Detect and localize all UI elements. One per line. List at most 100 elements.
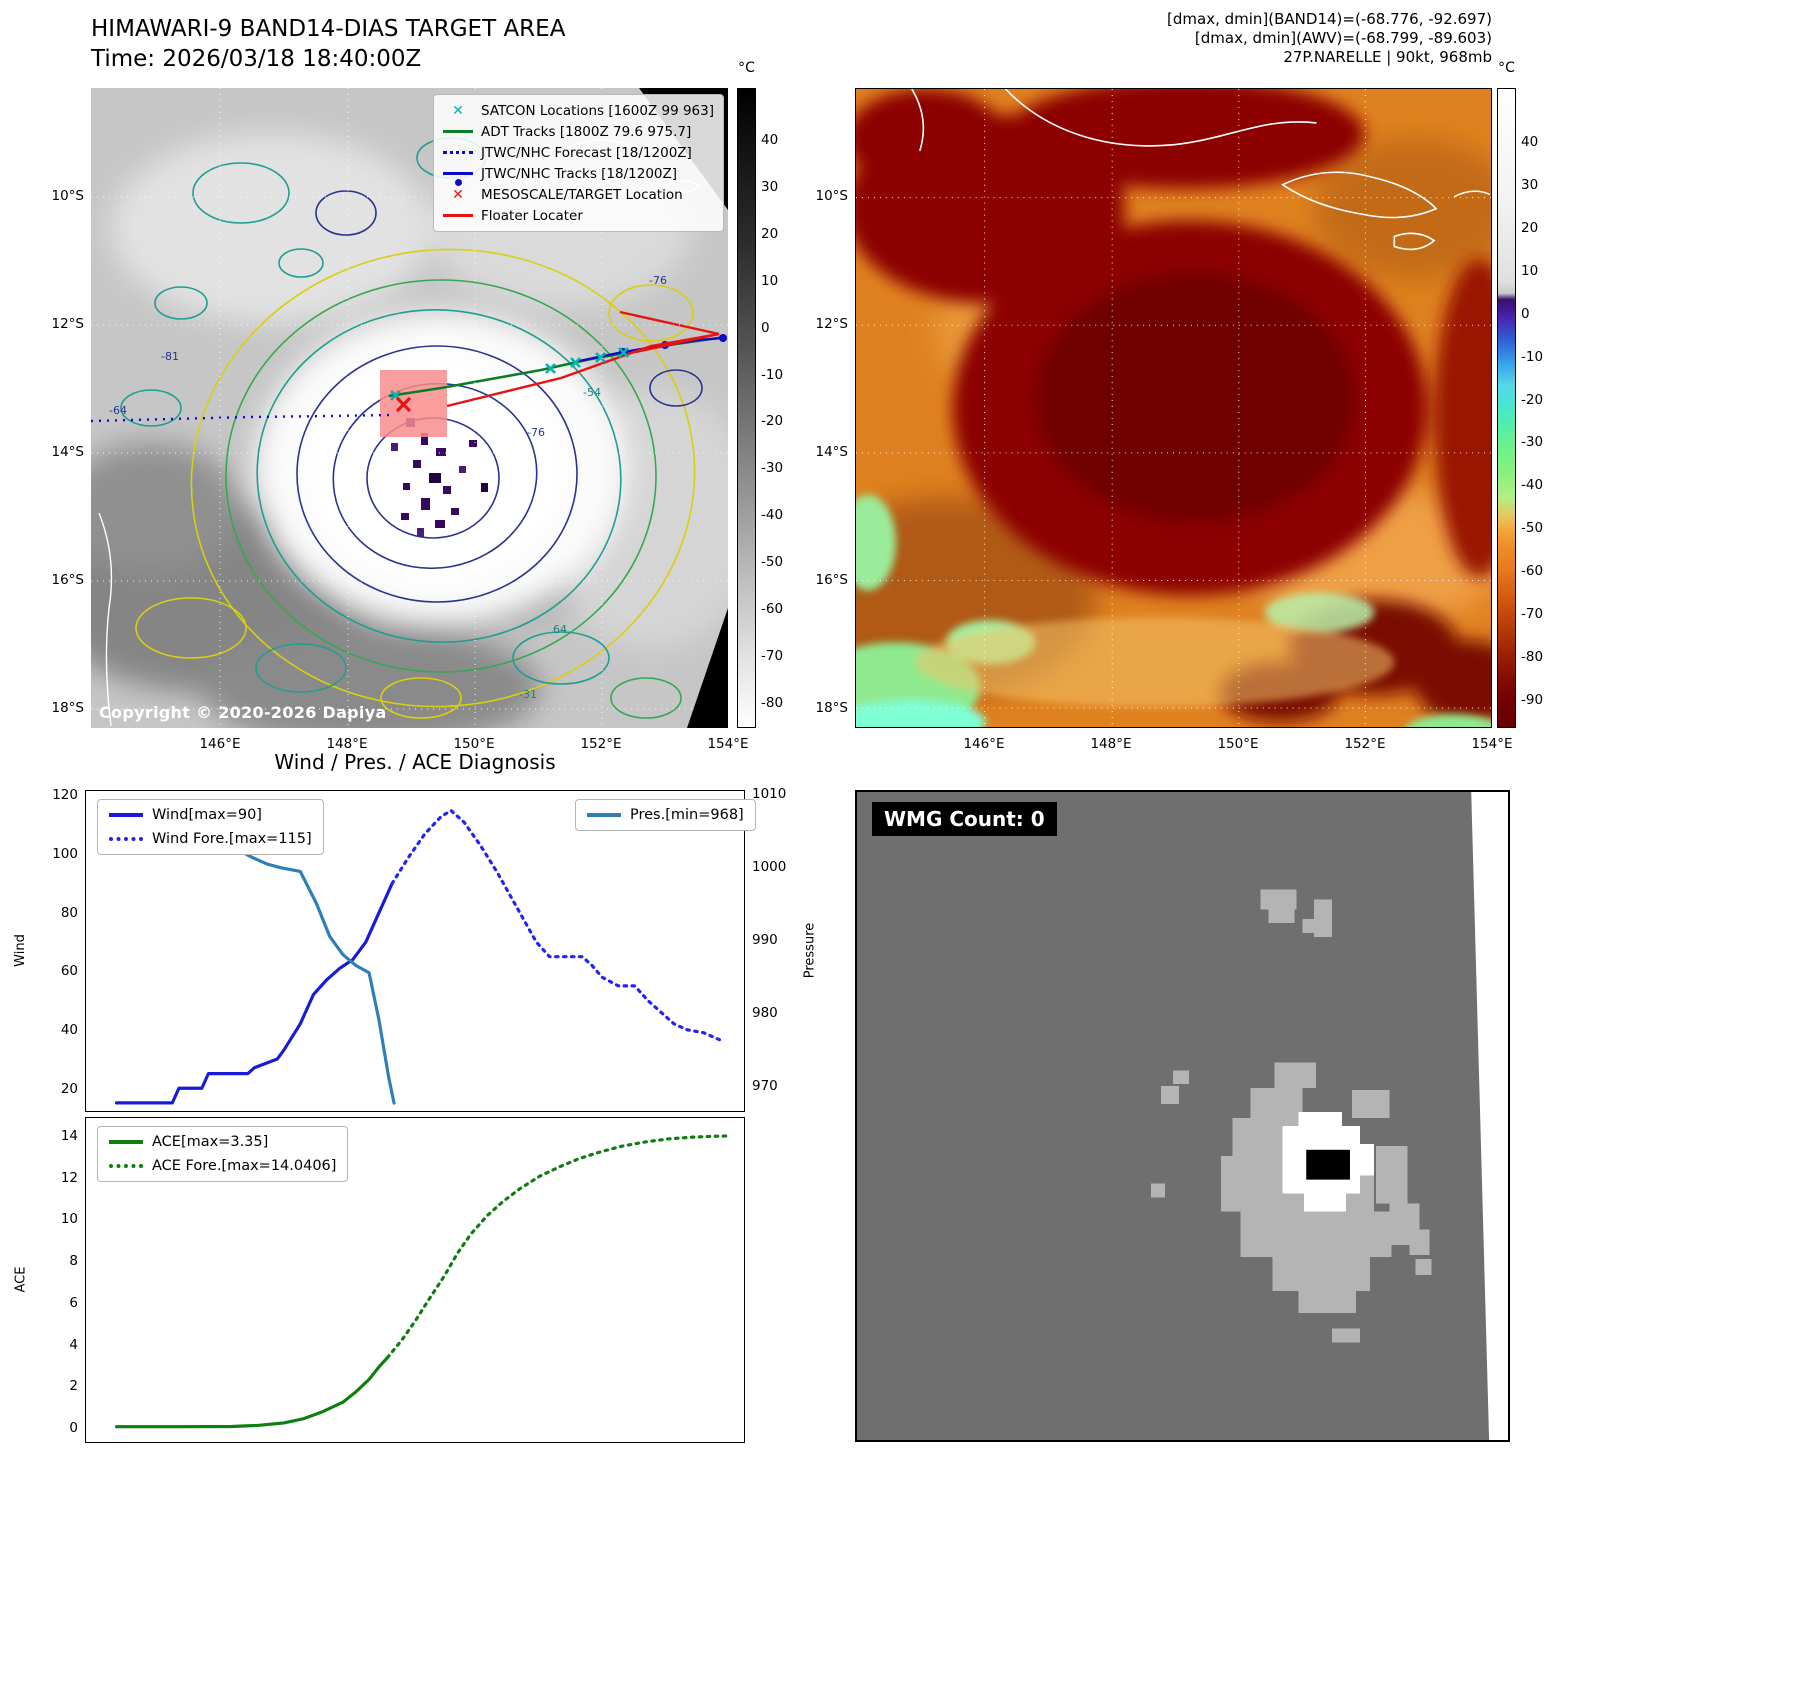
tick-label: 60 — [60, 963, 78, 980]
tick-label: 80 — [60, 904, 78, 921]
tick-label: 1000 — [752, 859, 787, 875]
awv-colorbar-ticks: 40 30 20 10 0 -10 -20 -30 -40 -50 -60 -70 -80 -90 — [1521, 133, 1563, 709]
ace-axis-label: ACE — [13, 1266, 29, 1293]
legend-item: JTWC/NHC Tracks [18/1200Z] — [443, 163, 714, 186]
band14-map: -76 -81 -64 -76 -54 64 -31 — [91, 88, 728, 728]
legend-label: MESOSCALE/TARGET Location — [481, 186, 683, 203]
tick-label: 10°S — [51, 188, 85, 204]
wmg-core-pixel — [1306, 1149, 1350, 1180]
tick-label: 100 — [52, 845, 78, 862]
legend-item: ✕ MESOSCALE/TARGET Location — [443, 184, 714, 205]
tick-label: -50 — [1521, 520, 1544, 537]
tick-label: -60 — [761, 601, 784, 618]
awv-y-axis: 10°S 12°S 14°S 16°S 18°S — [798, 187, 849, 717]
line-sample-icon — [109, 813, 143, 817]
tick-label: 12 — [60, 1169, 78, 1186]
series-line — [114, 882, 394, 1105]
ace-legend: ACE[max=3.35] ACE Fore.[max=14.0406] — [97, 1126, 349, 1182]
tick-label: 20 — [60, 1080, 78, 1097]
dmax-dmin-band14: [dmax, dmin](BAND14)=(-68.776, -92.697) — [1167, 10, 1492, 28]
legend-label: Wind[max=90] — [152, 807, 262, 823]
legend-label: Floater Locater — [481, 207, 583, 224]
tick-label: 18°S — [51, 700, 85, 716]
map-gridlines — [856, 89, 1491, 727]
line-dot-marker-icon — [443, 172, 473, 186]
tick-label: -40 — [761, 507, 784, 524]
svg-text:-76: -76 — [649, 274, 667, 287]
tick-label: -90 — [1521, 691, 1544, 708]
band14-colorbar-unit: °C — [738, 60, 755, 76]
legend-item: ✕ SATCON Locations [1600Z 99 963] — [443, 100, 714, 121]
tick-label: -30 — [1521, 434, 1544, 451]
tick-label: 120 — [52, 787, 78, 803]
awv-satellite-image — [856, 89, 1491, 727]
legend-label: JTWC/NHC Forecast [18/1200Z] — [481, 144, 692, 161]
tick-label: -70 — [761, 647, 784, 664]
tick-label: 146°E — [963, 736, 1005, 752]
tick-label: 10 — [1521, 262, 1539, 279]
legend-label: JTWC/NHC Tracks [18/1200Z] — [481, 165, 678, 182]
tick-label: 20 — [761, 225, 779, 242]
line-sample-icon — [109, 1164, 143, 1168]
legend-label: Wind Fore.[max=115] — [152, 831, 312, 847]
tick-label: 20 — [1521, 219, 1539, 236]
wmg-pixel-map — [857, 792, 1508, 1440]
tick-label: 152°E — [1344, 736, 1386, 752]
tick-label: 12°S — [51, 316, 85, 332]
tick-label: 30 — [1521, 176, 1539, 193]
map-gridlines — [91, 88, 728, 728]
line-sample-icon — [587, 813, 621, 817]
legend-item: ACE[max=3.35] — [109, 1134, 336, 1150]
tick-label: 980 — [752, 1005, 778, 1021]
ace-y-axis: 14 12 10 8 6 4 2 0 — [30, 1127, 78, 1437]
tick-label: 148°E — [326, 736, 368, 752]
pressure-legend: Pres.[min=968] — [575, 799, 756, 831]
diagnosis-title: Wind / Pres. / ACE Diagnosis — [274, 750, 556, 774]
wmg-count-badge: WMG Count: 0 — [872, 802, 1057, 836]
legend-item: Wind Fore.[max=115] — [109, 831, 312, 847]
jtwc-forecast-track — [91, 413, 390, 423]
legend-label: SATCON Locations [1600Z 99 963] — [481, 102, 714, 119]
legend-label: ACE Fore.[max=14.0406] — [152, 1158, 337, 1174]
tick-label: 8 — [69, 1253, 78, 1270]
dmax-dmin-awv: [dmax, dmin](AWV)=(-68.799, -89.603) — [1194, 29, 1492, 47]
contour-labels: -76 -81 -64 -76 -54 64 -31 — [109, 274, 667, 701]
tick-label: 30 — [761, 178, 779, 195]
wmg-panel: WMG Count: 0 — [855, 790, 1510, 1442]
legend-item: ADT Tracks [1800Z 79.6 975.7] — [443, 121, 714, 142]
tick-label: -70 — [1521, 606, 1544, 623]
tick-label: -20 — [761, 413, 784, 430]
wind-y-axis: 120 100 80 60 40 20 — [30, 786, 78, 1098]
awv-header: [dmax, dmin](BAND14)=(-68.776, -92.697) … — [1000, 10, 1492, 67]
band14-x-axis: 146°E 148°E 150°E 152°E 154°E — [195, 736, 753, 752]
awv-x-axis: 146°E 148°E 150°E 152°E 154°E — [959, 736, 1517, 752]
coastlines — [911, 89, 1491, 251]
band14-time: Time: 2026/03/18 18:40:00Z — [91, 46, 422, 72]
tick-label: 150°E — [453, 736, 495, 752]
x-marker-icon: ✕ — [452, 102, 464, 119]
line-sample-icon — [109, 837, 143, 841]
tick-label: -10 — [1521, 348, 1544, 365]
svg-text:-31: -31 — [519, 688, 537, 701]
tick-label: 14 — [60, 1128, 78, 1144]
tick-label: -40 — [1521, 477, 1544, 494]
band14-y-axis: 10°S 12°S 14°S 16°S 18°S — [34, 187, 85, 717]
tick-label: 152°E — [580, 736, 622, 752]
tick-label: 2 — [69, 1378, 78, 1395]
tick-label: 14°S — [815, 444, 849, 460]
line-marker-icon — [443, 130, 473, 133]
awv-colorbar — [1497, 88, 1516, 728]
x-marker-icon: ✕ — [452, 186, 464, 203]
tick-label: 150°E — [1217, 736, 1259, 752]
band14-title: HIMAWARI-9 BAND14-DIAS TARGET AREA — [91, 16, 566, 42]
tick-label: -50 — [761, 554, 784, 571]
bt-contours — [120, 137, 703, 719]
tick-label: 12°S — [815, 316, 849, 332]
svg-text:-64: -64 — [109, 404, 127, 417]
series-line — [114, 1356, 390, 1429]
wind-legend: Wind[max=90] Wind Fore.[max=115] — [97, 799, 324, 855]
tick-label: 154°E — [1471, 736, 1513, 752]
tick-label: -20 — [1521, 391, 1544, 408]
tick-label: 970 — [752, 1078, 778, 1094]
